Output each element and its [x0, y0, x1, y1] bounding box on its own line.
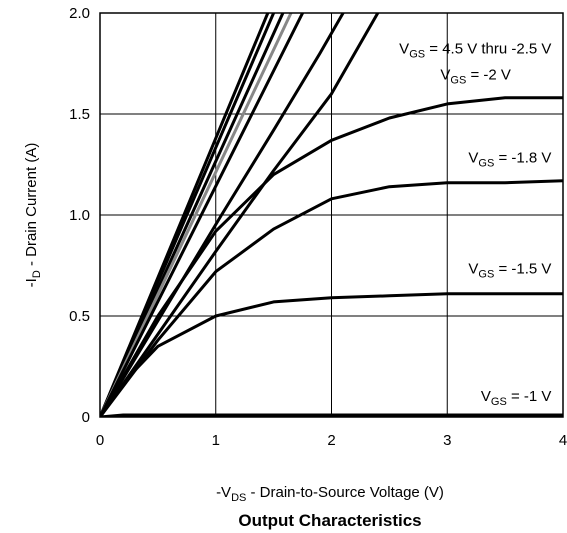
curve-7	[100, 96, 563, 417]
y-tick-labels: 0 0.5 1.0 1.5 2.0	[69, 5, 90, 426]
x-tick-label-0: 0	[96, 432, 104, 449]
y-tick-label-4: 2.0	[69, 5, 90, 22]
y-tick-label-2: 1.0	[69, 207, 90, 224]
y-tick-label-3: 1.5	[69, 106, 90, 123]
x-tick-label-4: 4	[559, 432, 567, 449]
curve-9	[100, 292, 563, 417]
curve-3	[100, 13, 293, 417]
curve-labels: VGS = 4.5 V thru -2.5 V VGS = -2 V VGS = -…	[399, 40, 551, 407]
curve-label-4: VGS = -1 V	[481, 388, 552, 408]
y-tick-label-0: 0	[82, 409, 90, 426]
chart-caption: Output Characteristics	[238, 511, 421, 530]
x-tick-labels: 0 1 2 3 4	[96, 432, 567, 449]
curve-8	[100, 179, 563, 417]
curve-label-3: VGS = -1.5 V	[468, 261, 551, 281]
curve-label-1: VGS = -2 V	[440, 67, 511, 87]
curve-4	[100, 13, 305, 417]
y-axis-label: -ID - Drain Current (A)	[23, 143, 43, 288]
x-tick-label-2: 2	[327, 432, 335, 449]
curve-6	[100, 13, 380, 417]
curves	[100, 13, 563, 417]
plot-frame	[99, 12, 564, 418]
x-tick-label-1: 1	[212, 432, 220, 449]
curve-label-0: VGS = 4.5 V thru -2.5 V	[399, 40, 551, 60]
curve-label-2: VGS = -1.8 V	[468, 149, 551, 169]
y-tick-label-1: 0.5	[69, 308, 90, 325]
x-axis-label: -VDS - Drain-to-Source Voltage (V)	[216, 484, 444, 504]
x-tick-label-3: 3	[443, 432, 451, 449]
